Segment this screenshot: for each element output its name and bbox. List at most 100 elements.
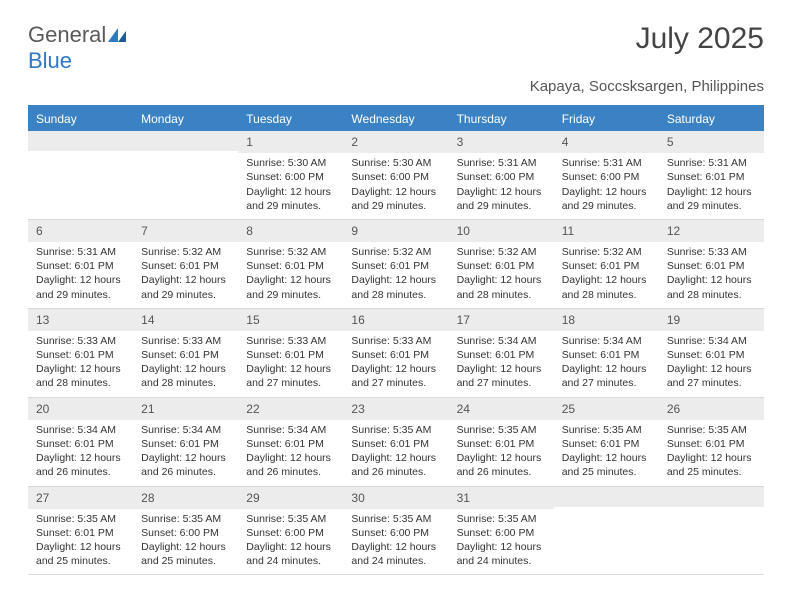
day-cell: 8 Sunrise: 5:32 AMSunset: 6:01 PMDaylight… [238, 220, 343, 308]
daylight-text: and 26 minutes. [351, 465, 440, 479]
daylight-text: and 27 minutes. [667, 376, 756, 390]
daylight-text: Daylight: 12 hours [351, 185, 440, 199]
daylight-text: and 28 minutes. [36, 376, 125, 390]
day-number [659, 487, 764, 507]
day-number: 17 [449, 309, 554, 331]
weekday-header: Saturday [659, 107, 764, 131]
day-cell: 16Sunrise: 5:33 AMSunset: 6:01 PMDayligh… [343, 309, 448, 397]
day-cell: 22Sunrise: 5:34 AMSunset: 6:01 PMDayligh… [238, 398, 343, 486]
day-body: Sunrise: 5:34 AMSunset: 6:01 PMDaylight:… [28, 423, 133, 480]
sunset-text: Sunset: 6:01 PM [562, 259, 651, 273]
daylight-text: and 29 minutes. [141, 288, 230, 302]
day-body: Sunrise: 5:31 AMSunset: 6:00 PMDaylight:… [449, 156, 554, 213]
daylight-text: and 26 minutes. [457, 465, 546, 479]
daylight-text: Daylight: 12 hours [246, 540, 335, 554]
daylight-text: and 26 minutes. [36, 465, 125, 479]
daylight-text: and 25 minutes. [562, 465, 651, 479]
daylight-text: and 25 minutes. [36, 554, 125, 568]
sunset-text: Sunset: 6:00 PM [457, 170, 546, 184]
day-number: 30 [343, 487, 448, 509]
day-cell-empty [659, 487, 764, 575]
daylight-text: and 27 minutes. [457, 376, 546, 390]
daylight-text: Daylight: 12 hours [246, 273, 335, 287]
day-number: 5 [659, 131, 764, 153]
daylight-text: Daylight: 12 hours [246, 362, 335, 376]
day-cell-empty [133, 131, 238, 219]
day-cell: 12 Sunrise: 5:33 AMSunset: 6:01 PMDayligh… [659, 220, 764, 308]
day-body: Sunrise: 5:34 AMSunset: 6:01 PMDaylight:… [449, 334, 554, 391]
day-body: Sunrise: 5:35 AMSunset: 6:01 PMDaylight:… [554, 423, 659, 480]
sunrise-text: Sunrise: 5:35 AM [141, 512, 230, 526]
day-number: 8 [238, 220, 343, 242]
sunrise-text: Sunrise: 5:34 AM [141, 423, 230, 437]
daylight-text: Daylight: 12 hours [246, 185, 335, 199]
day-number [554, 487, 659, 507]
sunrise-text: Sunrise: 5:31 AM [667, 156, 756, 170]
daylight-text: Daylight: 12 hours [562, 362, 651, 376]
sunrise-text: Sunrise: 5:35 AM [351, 423, 440, 437]
day-number: 9 [343, 220, 448, 242]
day-cell: 17 Sunrise: 5:34 AMSunset: 6:01 PMDayligh… [449, 309, 554, 397]
sunset-text: Sunset: 6:00 PM [457, 526, 546, 540]
day-cell: 30Sunrise: 5:35 AMSunset: 6:00 PMDayligh… [343, 487, 448, 575]
daylight-text: Daylight: 12 hours [457, 273, 546, 287]
daylight-text: and 29 minutes. [246, 288, 335, 302]
calendar-grid: SundayMondayTuesdayWednesdayThursdayFrid… [28, 105, 764, 575]
day-body: Sunrise: 5:33 AMSunset: 6:01 PMDaylight:… [133, 334, 238, 391]
weekday-header: Tuesday [238, 107, 343, 131]
daylight-text: and 29 minutes. [667, 199, 756, 213]
daylight-text: Daylight: 12 hours [36, 273, 125, 287]
day-body: Sunrise: 5:34 AMSunset: 6:01 PMDaylight:… [133, 423, 238, 480]
day-body: Sunrise: 5:35 AMSunset: 6:01 PMDaylight:… [449, 423, 554, 480]
header-row: General Blue July 2025 [28, 22, 764, 74]
daylight-text: Daylight: 12 hours [351, 362, 440, 376]
day-body: Sunrise: 5:34 AMSunset: 6:01 PMDaylight:… [554, 334, 659, 391]
day-cell: 1Sunrise: 5:30 AMSunset: 6:00 PMDaylight… [238, 131, 343, 219]
week-row: 13Sunrise: 5:33 AMSunset: 6:01 PMDayligh… [28, 309, 764, 398]
sunset-text: Sunset: 6:01 PM [562, 437, 651, 451]
sunset-text: Sunset: 6:01 PM [36, 259, 125, 273]
day-body: Sunrise: 5:33 AMSunset: 6:01 PMDaylight:… [659, 245, 764, 302]
day-body: Sunrise: 5:35 AMSunset: 6:00 PMDaylight:… [238, 512, 343, 569]
day-body: Sunrise: 5:35 AMSunset: 6:00 PMDaylight:… [449, 512, 554, 569]
daylight-text: Daylight: 12 hours [351, 273, 440, 287]
day-cell: 15Sunrise: 5:33 AMSunset: 6:01 PMDayligh… [238, 309, 343, 397]
daylight-text: Daylight: 12 hours [667, 185, 756, 199]
sunrise-text: Sunrise: 5:34 AM [36, 423, 125, 437]
weekday-header: Thursday [449, 107, 554, 131]
location-subtitle: Kapaya, Soccsksargen, Philippines [28, 78, 764, 95]
daylight-text: Daylight: 12 hours [457, 451, 546, 465]
sunset-text: Sunset: 6:00 PM [562, 170, 651, 184]
day-body: Sunrise: 5:32 AMSunset: 6:01 PMDaylight:… [238, 245, 343, 302]
day-body: Sunrise: 5:35 AMSunset: 6:01 PMDaylight:… [343, 423, 448, 480]
day-cell: 14 Sunrise: 5:33 AMSunset: 6:01 PMDayligh… [133, 309, 238, 397]
week-row: 6Sunrise: 5:31 AMSunset: 6:01 PMDaylight… [28, 220, 764, 309]
daylight-text: and 29 minutes. [562, 199, 651, 213]
day-number: 23 [343, 398, 448, 420]
day-cell: 23 Sunrise: 5:35 AMSunset: 6:01 PMDayligh… [343, 398, 448, 486]
day-number: 13 [28, 309, 133, 331]
sunrise-text: Sunrise: 5:34 AM [562, 334, 651, 348]
daylight-text: Daylight: 12 hours [667, 451, 756, 465]
day-number: 14 [133, 309, 238, 331]
sunrise-text: Sunrise: 5:34 AM [246, 423, 335, 437]
day-body: Sunrise: 5:32 AMSunset: 6:01 PMDaylight:… [133, 245, 238, 302]
day-number: 31 [449, 487, 554, 509]
sunset-text: Sunset: 6:01 PM [562, 348, 651, 362]
sunrise-text: Sunrise: 5:32 AM [562, 245, 651, 259]
day-body: Sunrise: 5:31 AMSunset: 6:01 PMDaylight:… [659, 156, 764, 213]
week-row: 1Sunrise: 5:30 AMSunset: 6:00 PMDaylight… [28, 131, 764, 220]
daylight-text: and 29 minutes. [246, 199, 335, 213]
day-number: 29 [238, 487, 343, 509]
daylight-text: and 27 minutes. [562, 376, 651, 390]
sunset-text: Sunset: 6:01 PM [141, 348, 230, 362]
day-cell: 11Sunrise: 5:32 AMSunset: 6:01 PMDayligh… [554, 220, 659, 308]
sunrise-text: Sunrise: 5:32 AM [141, 245, 230, 259]
sunrise-text: Sunrise: 5:35 AM [246, 512, 335, 526]
day-cell: 9Sunrise: 5:32 AMSunset: 6:01 PMDaylight… [343, 220, 448, 308]
day-number: 24 [449, 398, 554, 420]
day-number: 12 [659, 220, 764, 242]
sunrise-text: Sunrise: 5:32 AM [351, 245, 440, 259]
logo-general: General [28, 22, 106, 47]
sunset-text: Sunset: 6:00 PM [141, 526, 230, 540]
